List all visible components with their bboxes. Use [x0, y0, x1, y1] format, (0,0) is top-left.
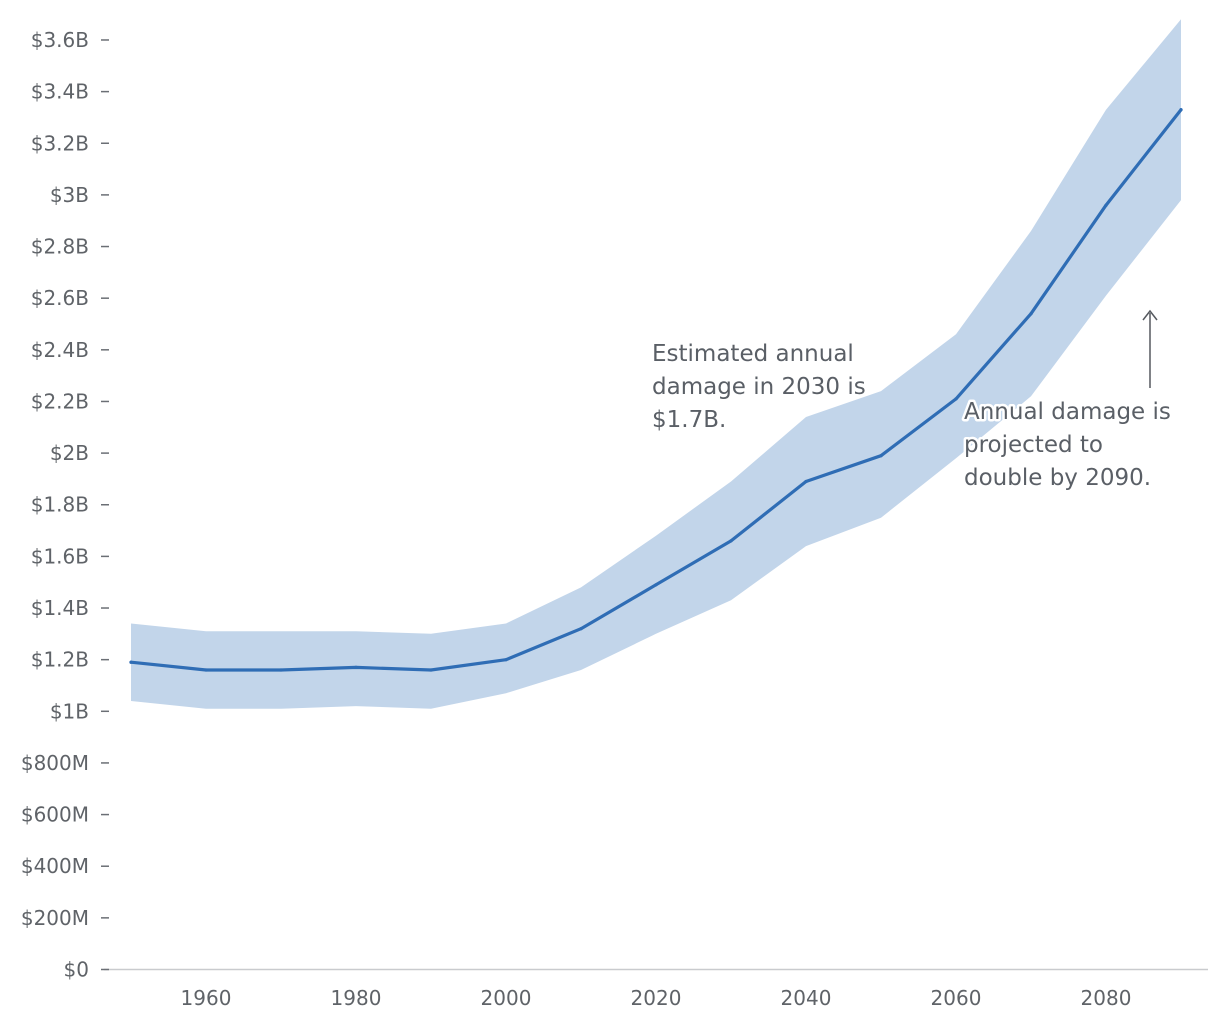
y-tick-label: $3.4B — [31, 80, 89, 104]
annotation-layer: Estimated annual damage in 2030 is $1.7B. A… — [652, 309, 1173, 494]
data-point — [129, 660, 133, 664]
series-line-layer — [129, 108, 1183, 672]
data-point — [279, 668, 283, 672]
y-tick-label: $1.4B — [31, 596, 89, 620]
x-tick-label: 2000 — [481, 986, 532, 1010]
y-tick-label: $2.6B — [31, 286, 89, 310]
y-tick-label: $800M — [21, 751, 89, 775]
x-tick-label: 2080 — [1081, 986, 1132, 1010]
y-tick-label: $600M — [21, 803, 89, 827]
data-point — [204, 668, 208, 672]
y-tick-label: $3B — [50, 183, 89, 207]
y-tick-label: $1B — [50, 699, 89, 723]
annotation-2030: Estimated annual damage in 2030 is $1.7B. — [652, 341, 866, 433]
annotation-2090-line: double by 2090. — [964, 465, 1151, 491]
y-tick-label: $1.2B — [31, 648, 89, 672]
annotation-2090-line: projected to — [964, 432, 1103, 458]
data-point — [1179, 108, 1183, 112]
axis-layer: $0 $200M $400M $600M $800M $1B $1.2B $1.4B $1.6B… — [21, 28, 1208, 1010]
y-tick-label: $2.8B — [31, 235, 89, 259]
annotation-2030-line: damage in 2030 is — [652, 374, 866, 400]
x-tick-label: 2060 — [931, 986, 982, 1010]
y-tick-label: $1.6B — [31, 544, 89, 568]
y-tick-label: $0 — [64, 958, 89, 982]
y-tick-label: $2B — [50, 441, 89, 465]
y-tick-label: $2.4B — [31, 338, 89, 362]
y-tick-label: $1.8B — [31, 493, 89, 517]
data-point — [954, 397, 958, 401]
y-tick-label: $2.2B — [31, 389, 89, 413]
data-point — [729, 539, 733, 543]
x-tick-label: 1980 — [331, 986, 382, 1010]
data-point — [579, 627, 583, 631]
x-tick-label: 2020 — [631, 986, 682, 1010]
data-point — [429, 668, 433, 672]
annotation-2030-line: $1.7B. — [652, 407, 726, 433]
data-point — [1104, 203, 1108, 207]
data-point — [504, 658, 508, 662]
annotation-2030-line: Estimated annual — [652, 341, 854, 367]
data-point — [354, 665, 358, 670]
confidence-band-layer — [131, 19, 1181, 709]
data-point — [879, 454, 883, 458]
annotation-2090-line: Annual damage is — [964, 399, 1171, 425]
y-tick-label: $400M — [21, 854, 89, 878]
y-tick-label: $200M — [21, 906, 89, 930]
confidence-band — [131, 19, 1181, 709]
data-point — [1029, 312, 1033, 316]
x-tick-label: 1960 — [181, 986, 232, 1010]
arrow-up-icon — [1142, 309, 1158, 321]
y-tick-label: $3.2B — [31, 131, 89, 155]
annotation-2090: Annual damage is projected to double by 20… — [964, 399, 1171, 491]
y-tick-label: $3.6B — [31, 28, 89, 52]
data-point — [654, 583, 658, 587]
x-tick-label: 2040 — [781, 986, 832, 1010]
data-point — [804, 479, 808, 484]
